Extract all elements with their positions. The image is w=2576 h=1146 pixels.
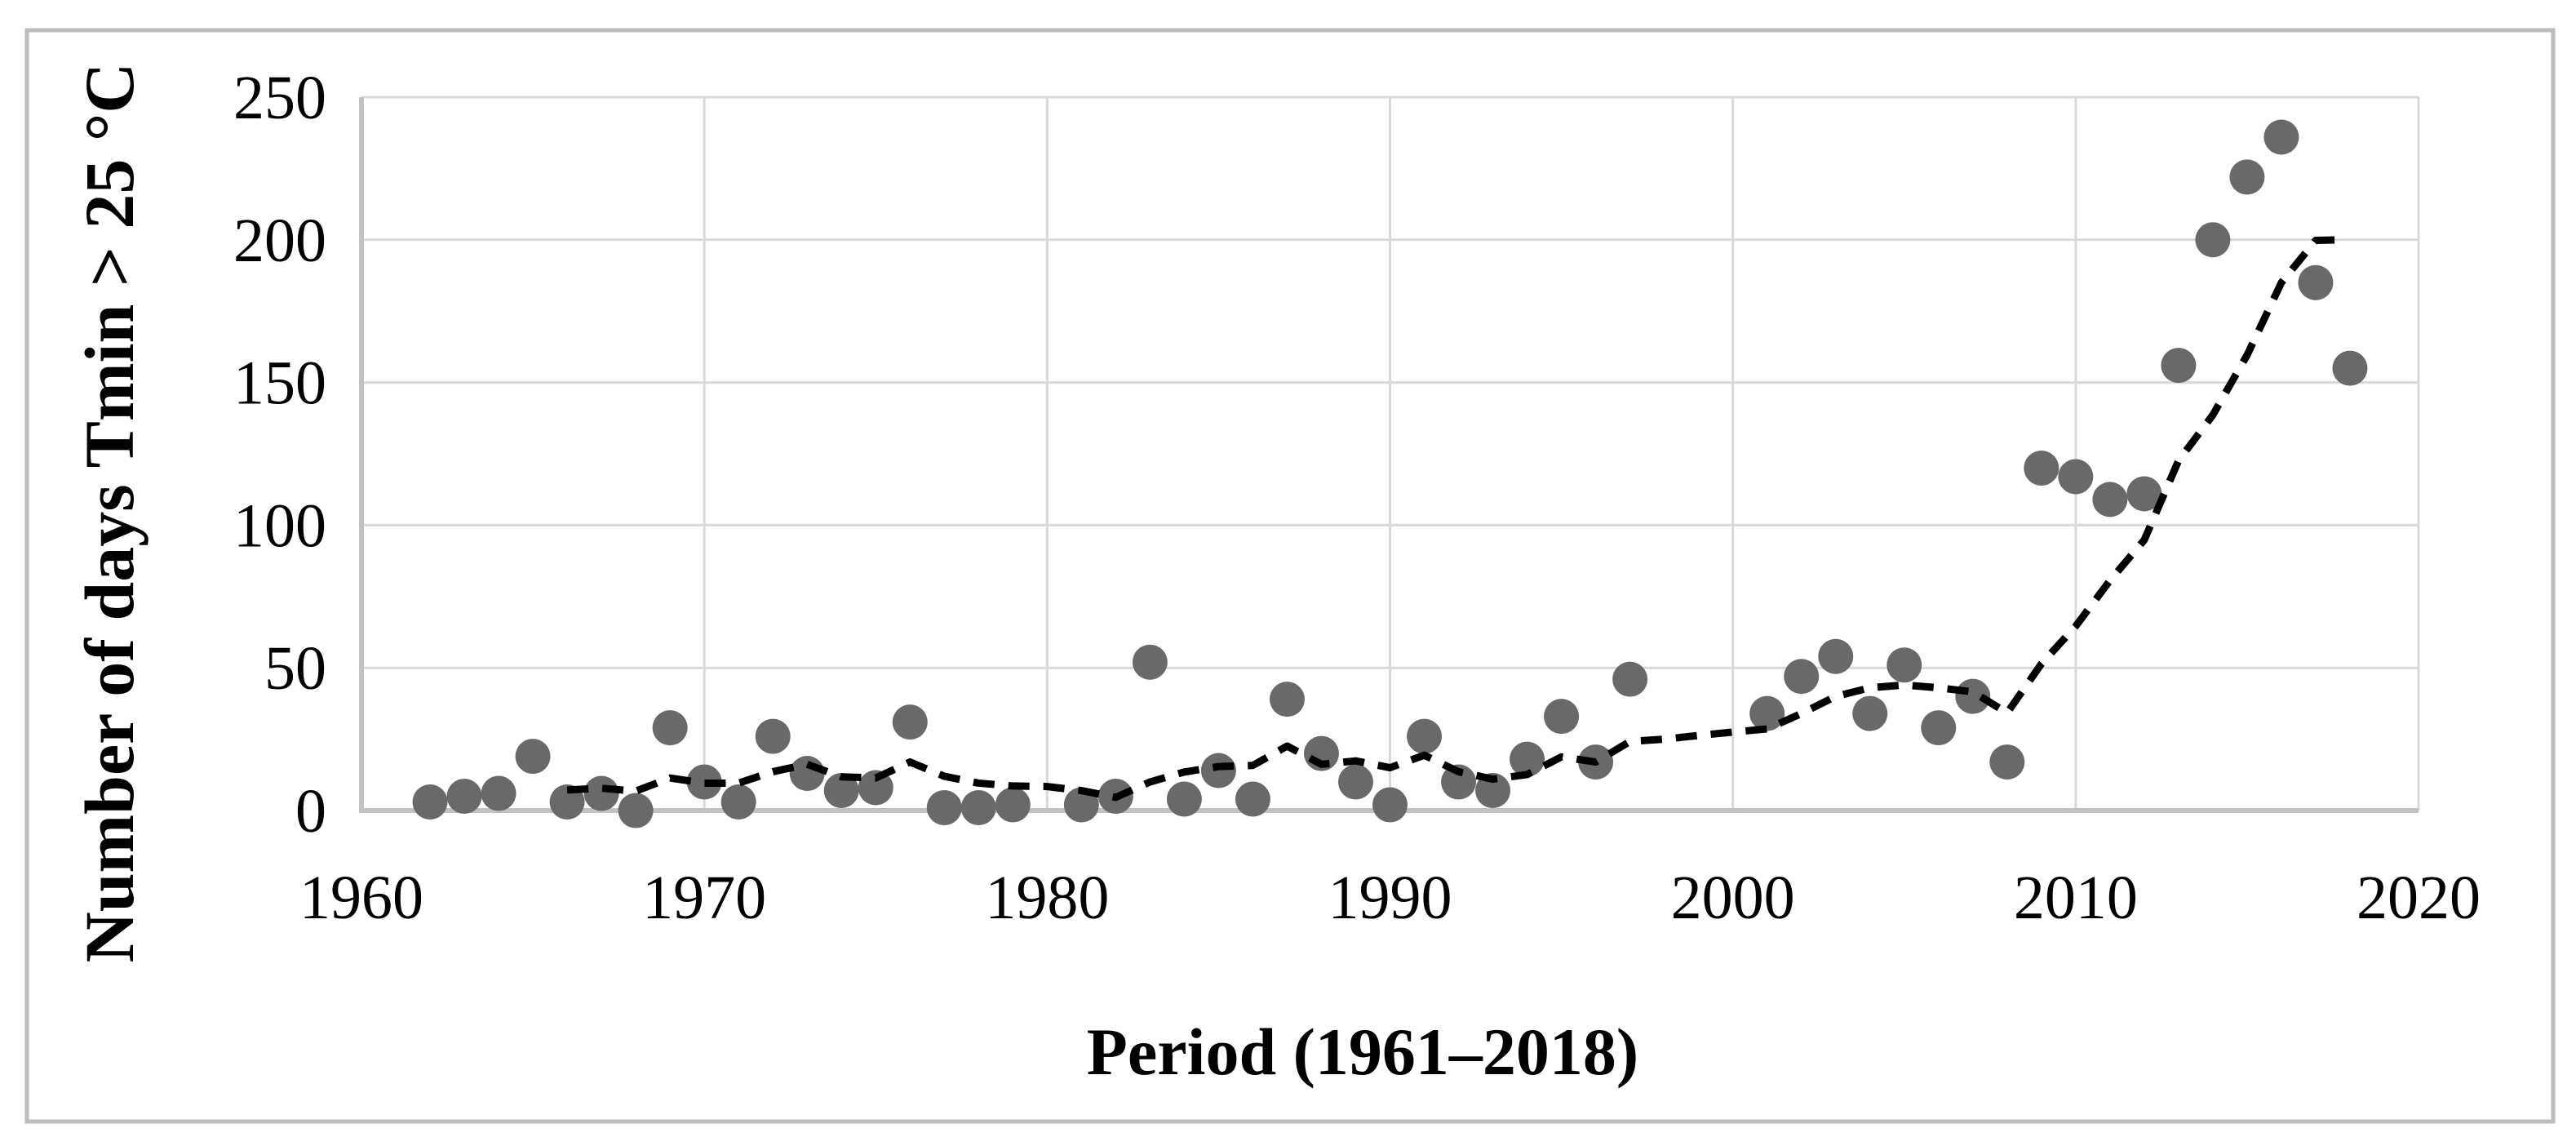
x-tick-label: 1960 xyxy=(299,864,423,932)
y-axis-title: Number of days Tmin > 25 °C xyxy=(70,63,149,963)
trend-line xyxy=(566,236,2340,802)
data-point xyxy=(515,739,551,775)
data-point xyxy=(1887,647,1922,683)
x-tick-label: 1970 xyxy=(642,864,766,932)
data-point xyxy=(2332,350,2368,386)
data-point xyxy=(1852,695,1888,731)
y-tick-label: 100 xyxy=(233,491,326,560)
data-point xyxy=(1132,644,1168,680)
data-point xyxy=(995,787,1031,823)
data-point xyxy=(926,790,962,826)
data-point xyxy=(1166,781,1202,817)
data-point xyxy=(2126,476,2162,512)
data-point xyxy=(2024,450,2059,486)
x-tick-label: 2010 xyxy=(2014,864,2138,932)
data-point xyxy=(960,790,996,826)
data-point xyxy=(2298,264,2334,300)
x-tick-label: 2000 xyxy=(1671,864,1795,932)
y-tick-label: 0 xyxy=(295,777,326,846)
y-tick-label: 150 xyxy=(233,349,326,418)
data-point xyxy=(1818,638,1854,674)
y-tick-label: 250 xyxy=(233,64,326,132)
data-point xyxy=(789,756,825,792)
data-point xyxy=(1235,781,1270,817)
data-point xyxy=(1200,753,1236,788)
y-tick-label: 200 xyxy=(233,207,326,275)
data-point xyxy=(1784,659,1820,695)
data-point xyxy=(1441,764,1477,800)
data-point xyxy=(2092,482,2128,517)
data-point xyxy=(2229,159,2265,195)
data-point xyxy=(1475,773,1511,809)
data-point xyxy=(686,764,722,800)
x-axis-title: Period (1961–2018) xyxy=(1087,1015,1638,1089)
data-point xyxy=(1407,718,1443,754)
data-point xyxy=(892,704,928,740)
data-point xyxy=(2161,348,2197,384)
data-point xyxy=(1510,741,1545,777)
data-point xyxy=(1612,661,1648,697)
data-point xyxy=(720,784,756,820)
x-tick-label: 2020 xyxy=(2357,864,2481,932)
x-tick-label: 1990 xyxy=(1328,864,1452,932)
y-axis-tick-labels: 0 50 100 150 200 250 xyxy=(233,64,326,846)
data-point xyxy=(1749,695,1785,731)
data-point xyxy=(1269,682,1305,717)
data-point xyxy=(1337,764,1373,800)
data-point xyxy=(823,773,859,809)
data-point xyxy=(2058,459,2094,495)
data-point xyxy=(652,710,688,746)
figure-frame xyxy=(24,28,2556,1124)
data-point xyxy=(1544,699,1580,735)
data-point xyxy=(1989,744,2025,780)
data-point xyxy=(583,775,619,811)
data-point xyxy=(2263,119,2299,155)
data-point xyxy=(481,775,517,811)
data-point xyxy=(2195,222,2231,258)
data-point xyxy=(412,784,448,820)
scatter-points-layer xyxy=(412,119,2368,828)
y-tick-label: 50 xyxy=(264,634,326,703)
x-axis-tick-labels: 1960 1970 1980 1990 2000 2010 2020 xyxy=(299,864,2481,932)
data-point xyxy=(858,770,893,806)
data-point xyxy=(618,793,654,828)
x-tick-label: 1980 xyxy=(985,864,1109,932)
data-point xyxy=(1372,787,1408,823)
data-point xyxy=(755,718,791,754)
grid-layer xyxy=(361,96,2420,811)
data-point xyxy=(446,779,482,815)
data-point xyxy=(1921,710,1957,746)
